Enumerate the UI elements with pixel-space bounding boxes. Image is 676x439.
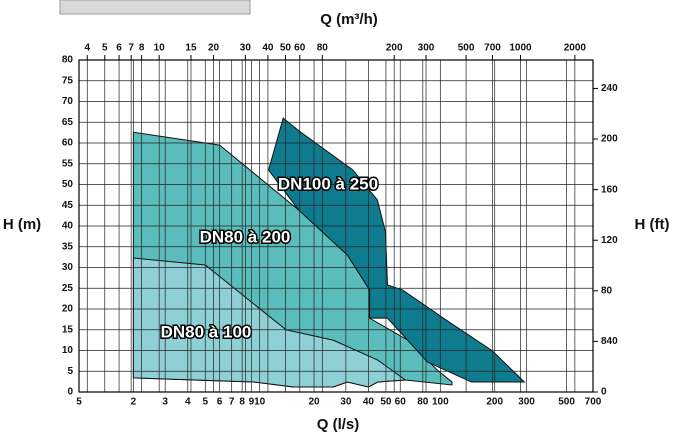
x-tick-label: 500: [558, 397, 575, 408]
y-tick-label: 25: [62, 283, 74, 294]
x2-tick-label: 200: [386, 43, 403, 54]
x2-tick-label: 4: [84, 43, 90, 54]
x2-tick-label: 80: [317, 43, 329, 54]
y-tick-label: 0: [67, 387, 73, 398]
x2-tick-label: 15: [185, 43, 197, 54]
x-tick-label: 60: [395, 397, 407, 408]
y2-tick-label: 240: [601, 83, 618, 94]
x2-tick-label: 20: [208, 43, 220, 54]
x2-tick-label: 50: [280, 43, 292, 54]
y-tick-label: 5: [67, 366, 73, 377]
x-tick-label: 3: [162, 397, 168, 408]
y-tick-label: 60: [62, 138, 74, 149]
y2-tick-label: 160: [601, 184, 618, 195]
y2-tick-label: 80: [601, 285, 613, 296]
x2-tick-label: 40: [262, 43, 274, 54]
x-tick-label: 6: [217, 397, 223, 408]
y-tick-label: 10: [62, 345, 74, 356]
region-label: DN80 à 100: [161, 322, 252, 341]
x-tick-label: 9: [249, 397, 255, 408]
y2-tick-label: 200: [601, 134, 618, 145]
y-tick-label: 50: [62, 179, 74, 190]
y-tick-label: 75: [62, 75, 74, 86]
x-tick-label: 100: [432, 397, 449, 408]
top-axis-title: Q (m³/h): [320, 11, 378, 28]
x-tick-label: 2: [131, 397, 137, 408]
x-tick-label: 7: [229, 397, 235, 408]
y2-tick-label: 120: [601, 235, 618, 246]
x2-tick-label: 60: [294, 43, 306, 54]
x-tick-label: 5: [76, 397, 82, 408]
y2-tick-label: 0: [601, 387, 607, 398]
region-label: DN100 à 250: [278, 174, 378, 193]
x-tick-label: 20: [308, 397, 320, 408]
x2-tick-label: 6: [116, 43, 122, 54]
left-axis-title: H (m): [3, 216, 41, 233]
y-tick-label: 45: [62, 200, 74, 211]
y-tick-label: 30: [62, 262, 74, 273]
x-tick-label: 50: [380, 397, 392, 408]
region-label: DN80 à 200: [200, 227, 291, 246]
x2-tick-label: 30: [240, 43, 252, 54]
y-tick-label: 70: [62, 96, 74, 107]
y2-tick-label: 840: [601, 336, 618, 347]
y-tick-label: 20: [62, 304, 74, 315]
y-tick-label: 15: [62, 324, 74, 335]
x2-tick-label: 8: [139, 43, 145, 54]
pump-photo: [59, 0, 251, 15]
y-tick-label: 35: [62, 241, 74, 252]
x2-tick-label: 700: [484, 43, 501, 54]
x2-tick-label: 10: [154, 43, 166, 54]
x-tick-label: 10: [254, 397, 266, 408]
x2-tick-label: 1000: [509, 43, 532, 54]
x-tick-label: 30: [340, 397, 352, 408]
bottom-axis-title: Q (l/s): [317, 416, 360, 433]
y-tick-label: 65: [62, 117, 74, 128]
x2-tick-label: 7: [128, 43, 134, 54]
x-tick-label: 700: [585, 397, 602, 408]
x2-tick-label: 5: [102, 43, 108, 54]
y-tick-label: 80: [62, 55, 74, 66]
x-tick-label: 8: [239, 397, 245, 408]
x-tick-label: 5: [202, 397, 208, 408]
plot-frame: [78, 59, 594, 393]
x2-tick-label: 500: [458, 43, 475, 54]
area: [268, 117, 526, 383]
area: [132, 257, 407, 388]
x-tick-label: 40: [363, 397, 375, 408]
y-tick-label: 40: [62, 221, 74, 232]
y-tick-label: 55: [62, 158, 74, 169]
x-tick-label: 80: [417, 397, 429, 408]
x-tick-label: 4: [185, 397, 191, 408]
x2-tick-label: 2000: [564, 43, 587, 54]
x2-tick-label: 300: [418, 43, 435, 54]
x-tick-label: 300: [518, 397, 535, 408]
x-tick-label: 200: [486, 397, 503, 408]
right-axis-title: H (ft): [635, 216, 670, 233]
